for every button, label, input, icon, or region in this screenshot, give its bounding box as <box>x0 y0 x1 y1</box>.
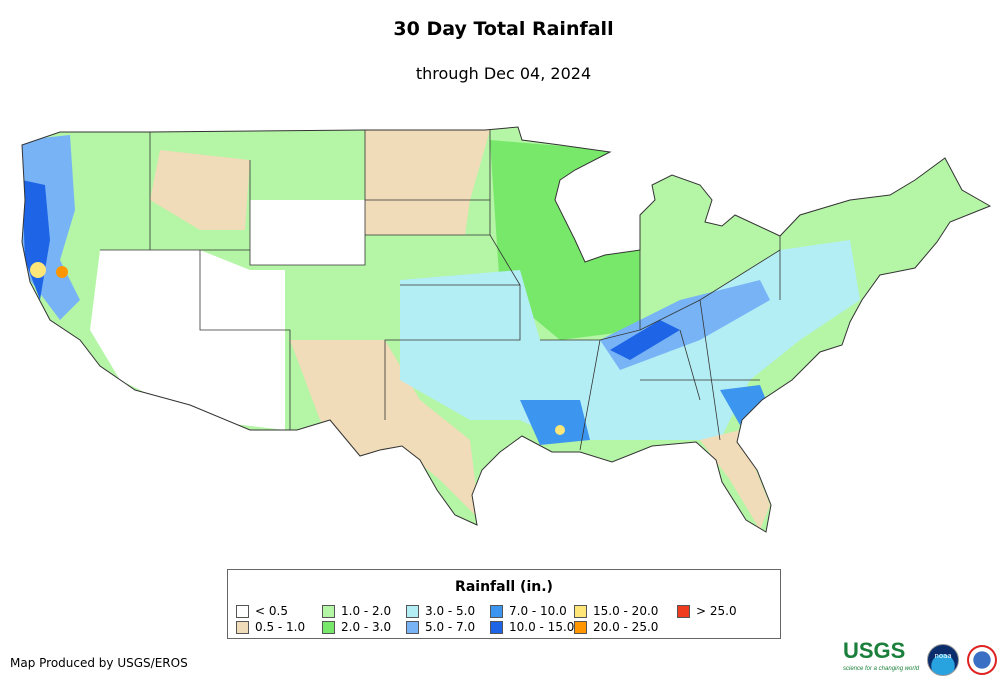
legend-item: 0.5 - 1.0 <box>236 620 305 634</box>
legend-item: 5.0 - 7.0 <box>406 620 475 634</box>
rain-20-25-area <box>56 266 68 278</box>
legend-label: < 0.5 <box>255 604 288 618</box>
legend-item: > 25.0 <box>677 604 737 618</box>
legend-swatch <box>574 604 587 618</box>
rain-0.5-1-area <box>290 340 480 520</box>
rain-15-20-area <box>555 425 565 435</box>
legend-swatch <box>322 604 335 618</box>
rain-0.5-1-area <box>700 430 770 530</box>
legend-item: < 0.5 <box>236 604 288 618</box>
rain-0.5-1-area <box>365 130 490 235</box>
legend-item: 20.0 - 25.0 <box>574 620 658 634</box>
legend-item: 10.0 - 15.0 <box>490 620 574 634</box>
rain-10-15-area <box>610 320 680 360</box>
legend: Rainfall (in.) < 0.5 0.5 - 1.0 1.0 - 2.0… <box>227 569 781 639</box>
rain-lt-0.5-area <box>250 200 365 265</box>
legend-label: 10.0 - 15.0 <box>509 620 575 634</box>
legend-label: 1.0 - 2.0 <box>341 604 392 618</box>
legend-swatch <box>322 620 335 634</box>
legend-swatch <box>490 604 503 618</box>
map-credit: Map Produced by USGS/EROS <box>10 656 188 670</box>
legend-swatch <box>236 604 249 618</box>
legend-item: 3.0 - 5.0 <box>406 604 475 618</box>
legend-label: 3.0 - 5.0 <box>425 604 476 618</box>
legend-swatch <box>490 620 503 634</box>
nws-logo <box>967 645 998 675</box>
legend-label: 0.5 - 1.0 <box>255 620 306 634</box>
legend-swatch <box>574 620 587 634</box>
usgs-logo: USGS science for a changing world <box>843 640 920 678</box>
legend-swatch <box>406 604 419 618</box>
legend-swatch <box>236 620 249 634</box>
rain-15-20-area <box>30 262 46 278</box>
usgs-tagline: science for a changing world <box>843 666 920 672</box>
legend-label: 7.0 - 10.0 <box>509 604 567 618</box>
rain-7-10-area <box>520 400 590 445</box>
legend-label: > 25.0 <box>696 604 737 618</box>
legend-label: 15.0 - 20.0 <box>593 604 659 618</box>
legend-label: 5.0 - 7.0 <box>425 620 476 634</box>
legend-item: 1.0 - 2.0 <box>322 604 391 618</box>
noaa-logo-text: noaa <box>934 652 952 660</box>
map-subtitle: through Dec 04, 2024 <box>415 64 592 83</box>
legend-label: 20.0 - 25.0 <box>593 620 659 634</box>
map-title: 30 Day Total Rainfall <box>393 18 614 40</box>
legend-item: 15.0 - 20.0 <box>574 604 658 618</box>
rain-0.5-1-area <box>150 150 250 230</box>
us-rainfall-map <box>21 126 991 533</box>
legend-swatch <box>406 620 419 634</box>
legend-item: 7.0 - 10.0 <box>490 604 567 618</box>
legend-item: 2.0 - 3.0 <box>322 620 391 634</box>
legend-label: 2.0 - 3.0 <box>341 620 392 634</box>
usgs-logo-text: USGS <box>843 638 906 663</box>
noaa-logo: noaa <box>927 644 960 676</box>
legend-title: Rainfall (in.) <box>455 579 553 595</box>
agency-logos: USGS science for a changing world noaa <box>843 640 998 678</box>
legend-swatch <box>677 604 690 618</box>
rain-lt-0.5-area <box>90 250 285 430</box>
